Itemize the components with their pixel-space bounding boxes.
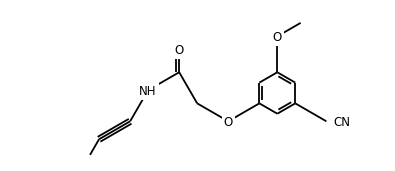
Text: CN: CN xyxy=(334,116,351,129)
Text: O: O xyxy=(224,116,233,129)
Text: O: O xyxy=(273,31,282,44)
Text: O: O xyxy=(175,44,184,57)
Text: NH: NH xyxy=(139,85,157,98)
